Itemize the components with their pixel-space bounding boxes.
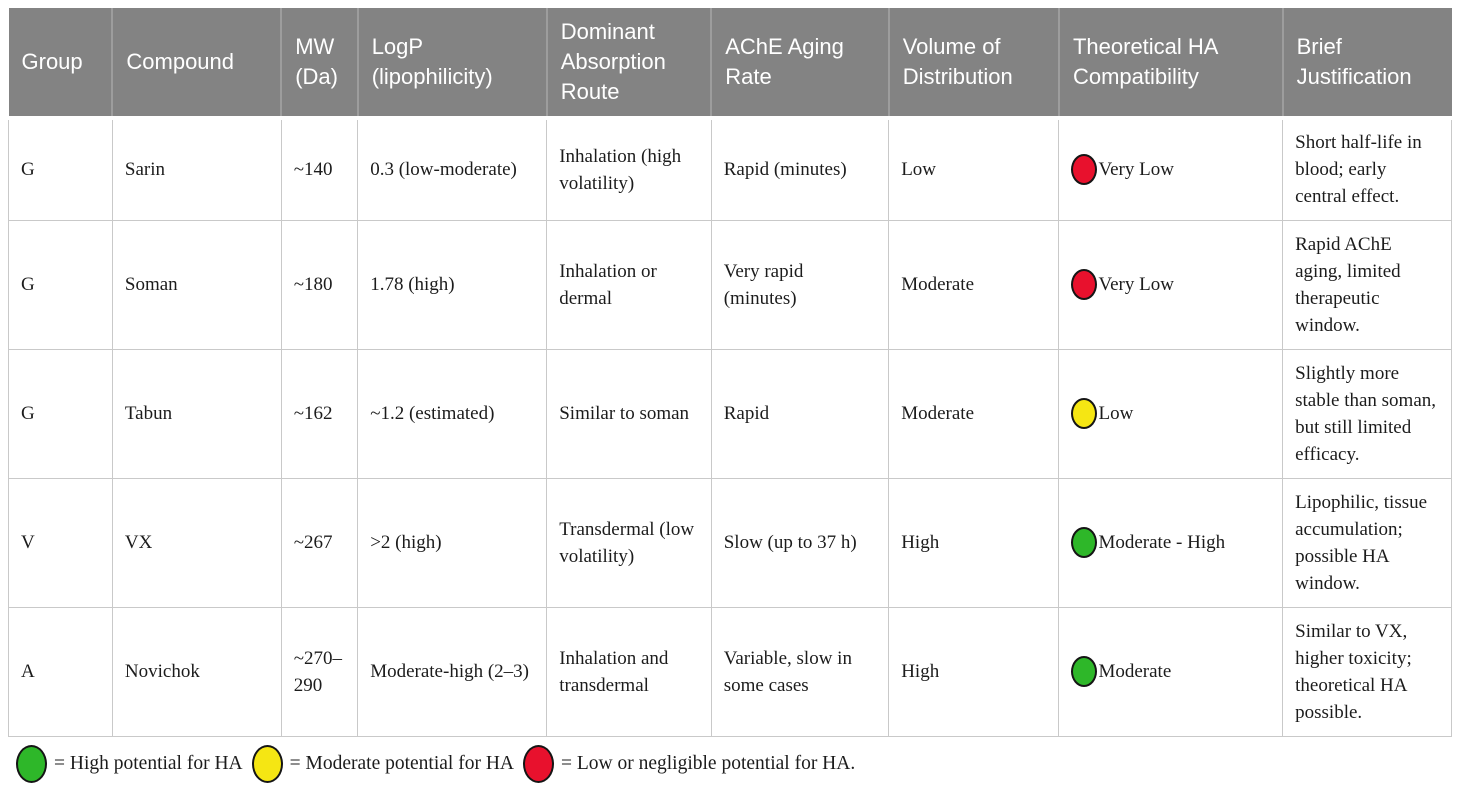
cell-mw: ~270–290	[280, 606, 359, 737]
cell-ha-compatibility: Moderate	[1058, 606, 1284, 737]
cell-compound: Soman	[111, 219, 282, 350]
cell-compound: Novichok	[111, 606, 282, 737]
status-dot-yellow-icon	[1071, 398, 1098, 429]
cell-brief-justification: Rapid AChE aging, limited therapeutic wi…	[1282, 219, 1452, 350]
cell-aging-rate: Rapid	[710, 348, 890, 479]
cell-logp: 1.78 (high)	[357, 219, 548, 350]
column-header-mw: MW (Da)	[281, 8, 359, 120]
column-header-brief-justification: Brief Justification	[1282, 8, 1452, 120]
cell-compound: VX	[111, 477, 282, 608]
legend: = High potential for HA = Moderate poten…	[16, 744, 1452, 784]
cell-absorption-route: Inhalation (high volatility)	[546, 117, 712, 221]
cell-aging-rate: Rapid (minutes)	[710, 117, 890, 221]
cell-absorption-route: Transdermal (low volatility)	[546, 477, 712, 608]
cell-ha-compatibility: Very Low	[1058, 219, 1284, 350]
legend-dot-yellow-icon	[251, 744, 283, 783]
legend-label-low: = Low or negligible potential for HA.	[561, 752, 856, 774]
cell-group: G	[8, 348, 113, 479]
ha-compatibility-label: Very Low	[1098, 159, 1174, 181]
table-row-tabun: G Tabun ~162 ~1.2 (estimated) Similar to…	[8, 348, 1452, 479]
cell-volume-of-distribution: Low	[888, 117, 1060, 221]
status-dot-green-icon	[1071, 656, 1098, 687]
cell-group: G	[8, 117, 113, 221]
legend-item-moderate: = Moderate potential for HA	[251, 744, 514, 783]
column-header-logp: LogP (lipophilicity)	[357, 8, 548, 120]
cell-compound: Tabun	[111, 348, 282, 479]
cell-ha-compatibility: Low	[1058, 348, 1284, 479]
cell-mw: ~267	[280, 477, 359, 608]
cell-aging-rate: Slow (up to 37 h)	[710, 477, 890, 608]
table-row-novichok: A Novichok ~270–290 Moderate-high (2–3) …	[8, 606, 1452, 737]
cell-volume-of-distribution: High	[888, 477, 1060, 608]
table-row-soman: G Soman ~180 1.78 (high) Inhalation or d…	[8, 219, 1452, 350]
ha-compatibility-label: Very Low	[1098, 274, 1174, 295]
legend-item-high: = High potential for HA	[16, 744, 243, 783]
header-row: Group Compound MW (Da) LogP (lipophilici…	[8, 8, 1452, 120]
legend-label-high: = High potential for HA	[54, 752, 243, 774]
table-row-sarin: G Sarin ~140 0.3 (low-moderate) Inhalati…	[8, 117, 1452, 221]
cell-logp: ~1.2 (estimated)	[357, 348, 548, 479]
column-header-theoretical-ha-compatibility: Theoretical HA Compatibility	[1058, 8, 1284, 120]
cell-absorption-route: Inhalation and transdermal	[546, 606, 712, 737]
ha-compatibility-label: Moderate - High	[1098, 532, 1226, 553]
column-header-ache-aging-rate: AChE Aging Rate	[711, 8, 890, 120]
cell-brief-justification: Similar to VX, higher toxicity; theoreti…	[1282, 606, 1452, 737]
legend-dot-red-icon	[523, 744, 554, 783]
table-header: Group Compound MW (Da) LogP (lipophilici…	[8, 8, 1452, 120]
cell-brief-justification: Slightly more stable than soman, but sti…	[1282, 348, 1452, 479]
ha-compatibility-label: Low	[1098, 403, 1134, 424]
cell-volume-of-distribution: Moderate	[888, 348, 1060, 479]
legend-label-moderate: = Moderate potential for HA	[289, 752, 514, 774]
cell-aging-rate: Variable, slow in some cases	[710, 606, 890, 737]
column-header-absorption-route: Dominant Absorption Route	[546, 8, 713, 120]
cell-absorption-route: Similar to soman	[546, 348, 712, 479]
status-dot-red-icon	[1071, 269, 1098, 300]
cell-ha-compatibility: Moderate - High	[1058, 477, 1284, 608]
table-row-vx: V VX ~267 >2 (high) Transdermal (low vol…	[8, 477, 1452, 608]
cell-logp: >2 (high)	[357, 477, 548, 608]
cell-compound: Sarin	[111, 117, 282, 221]
cell-brief-justification: Lipophilic, tissue accumulation; possibl…	[1282, 477, 1452, 608]
cell-absorption-route: Inhalation or dermal	[546, 219, 712, 350]
status-dot-green-icon	[1071, 527, 1098, 558]
cell-logp: Moderate-high (2–3)	[357, 606, 548, 737]
column-header-volume-of-distribution: Volume of Distribution	[888, 8, 1060, 120]
cell-ha-compatibility: Very Low	[1058, 117, 1284, 221]
column-header-compound: Compound	[112, 8, 283, 120]
cell-group: A	[8, 606, 113, 737]
cell-mw: ~180	[280, 219, 359, 350]
ha-compatibility-label: Moderate	[1098, 661, 1172, 682]
legend-dot-green-icon	[16, 744, 47, 783]
status-dot-red-icon	[1071, 154, 1098, 186]
cell-group: G	[8, 219, 113, 350]
cell-aging-rate: Very rapid (minutes)	[710, 219, 890, 350]
cell-brief-justification: Short half-life in blood; early central …	[1282, 117, 1452, 221]
column-header-group: Group	[8, 8, 114, 120]
nerve-agent-comparison-table: Group Compound MW (Da) LogP (lipophilici…	[8, 8, 1452, 737]
cell-logp: 0.3 (low-moderate)	[357, 117, 548, 221]
cell-mw: ~140	[280, 117, 359, 221]
legend-item-low: = Low or negligible potential for HA.	[523, 744, 856, 783]
cell-mw: ~162	[280, 348, 359, 479]
cell-group: V	[8, 477, 113, 608]
cell-volume-of-distribution: Moderate	[888, 219, 1060, 350]
cell-volume-of-distribution: High	[888, 606, 1060, 737]
table-body: G Sarin ~140 0.3 (low-moderate) Inhalati…	[8, 117, 1452, 737]
